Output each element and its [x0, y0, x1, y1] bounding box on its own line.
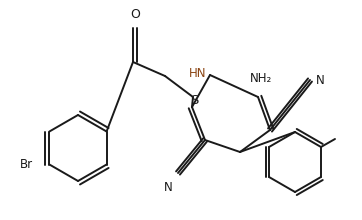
Text: Br: Br	[20, 158, 33, 171]
Text: S: S	[190, 94, 198, 106]
Text: O: O	[130, 8, 140, 21]
Text: N: N	[316, 73, 325, 86]
Text: NH₂: NH₂	[250, 72, 272, 85]
Text: N: N	[164, 181, 173, 194]
Text: HN: HN	[189, 66, 206, 79]
